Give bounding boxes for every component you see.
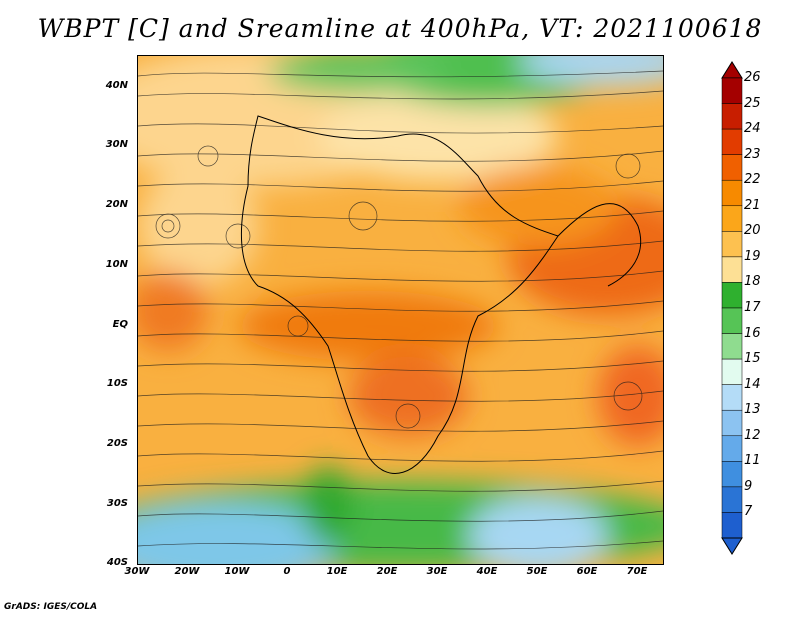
colorbar-segment <box>721 154 743 181</box>
colorbar-label: 13 <box>744 402 761 418</box>
wbpt-field-map <box>138 56 663 564</box>
lon-label: 60E <box>576 566 598 577</box>
colorbar-label: 17 <box>744 300 761 315</box>
lat-label: 30S <box>106 498 128 509</box>
lon-label: 10W <box>224 566 250 577</box>
colorbar-segment <box>721 256 743 283</box>
colorbar-segment <box>721 103 743 130</box>
colorbar-label: 23 <box>744 146 761 162</box>
colorbar-segment <box>721 77 743 104</box>
colorbar-segment <box>721 358 743 385</box>
lon-label: 20E <box>376 566 398 577</box>
wbpt-color-field <box>138 56 663 564</box>
colorbar-segment <box>721 333 743 360</box>
streamlines <box>138 70 663 550</box>
colorbar-segment <box>721 307 743 334</box>
lat-label: EQ <box>112 319 128 330</box>
colorbar-label: 11 <box>744 453 761 469</box>
lon-label: 40E <box>476 566 498 577</box>
colorbar-segment <box>721 409 743 437</box>
colorbar-segment <box>721 486 743 513</box>
lon-label: 30E <box>426 566 448 577</box>
colorbar-bottom-arrow <box>721 537 743 555</box>
colorbar-label: 14 <box>744 376 761 392</box>
colorbar-segment <box>721 461 743 488</box>
colorbar-label: 7 <box>744 504 753 520</box>
colorbar <box>721 61 743 555</box>
lon-label: 20W <box>174 566 200 577</box>
lat-label: 40S <box>106 557 128 568</box>
lat-label: 20S <box>106 438 128 449</box>
map-plot-area <box>137 55 664 565</box>
lon-label: 50E <box>526 566 548 577</box>
colorbar-segment <box>721 128 743 155</box>
colorbar-label: 24 <box>744 121 761 137</box>
colorbar-label: 26 <box>744 70 761 85</box>
lon-label: 10E <box>326 566 348 577</box>
colorbar-label: 21 <box>744 197 761 213</box>
colorbar-segment <box>721 231 743 258</box>
colorbar-segment <box>721 512 743 539</box>
chart-title: WBPT [C] and Sreamline at 400hPa, VT: 20… <box>37 14 763 43</box>
colorbar-segment <box>721 384 743 411</box>
credit-text: GrADS: IGES/COLA <box>4 602 98 612</box>
colorbar-segment <box>721 179 743 207</box>
lon-label: 30W <box>124 566 150 577</box>
colorbar-top-arrow <box>721 61 743 79</box>
lat-label: 40N <box>105 80 128 91</box>
colorbar-label: 25 <box>744 95 761 111</box>
coastlines <box>241 115 642 474</box>
colorbar-label: 12 <box>744 427 761 443</box>
colorbar-label: 15 <box>744 351 761 367</box>
colorbar-label: 19 <box>744 248 761 264</box>
colorbar-segment <box>721 282 743 309</box>
colorbar-segment <box>721 205 743 232</box>
colorbar-label: 9 <box>744 478 753 494</box>
colorbar-label: 18 <box>744 274 761 290</box>
colorbar-label: 20 <box>744 223 761 239</box>
lat-label: 10S <box>106 378 128 389</box>
colorbar-segment <box>721 435 743 462</box>
lat-label: 20N <box>105 199 128 210</box>
lat-label: 10N <box>105 259 128 270</box>
lat-label: 30N <box>105 139 128 150</box>
lon-label: 0 <box>283 566 291 577</box>
colorbar-label: 22 <box>744 172 761 188</box>
lon-label: 70E <box>626 566 648 577</box>
colorbar-label: 16 <box>744 325 761 341</box>
